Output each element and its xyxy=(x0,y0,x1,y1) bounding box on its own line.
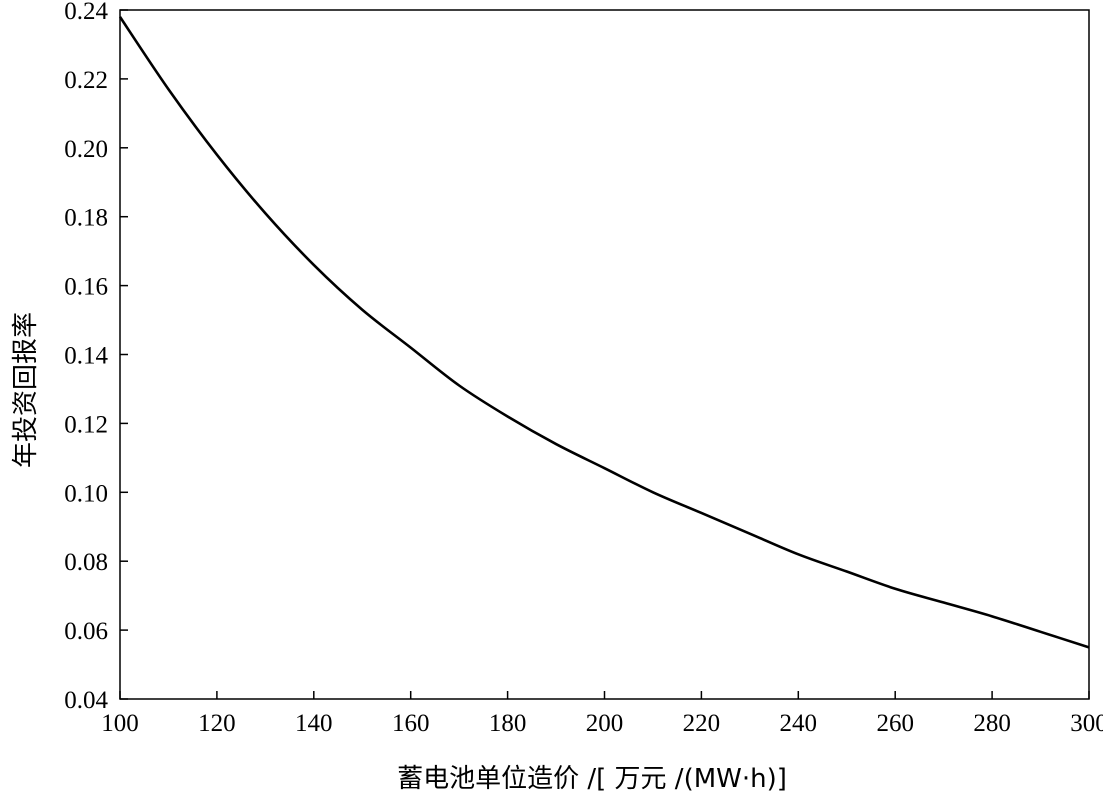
x-tick-label: 220 xyxy=(683,710,721,737)
x-tick-label: 260 xyxy=(876,710,914,737)
y-tick-label: 0.12 xyxy=(64,411,108,438)
plot-frame xyxy=(119,9,1090,700)
x-axis: 100 120 140 160 180 200 220 240 260 280 300 xyxy=(101,691,1103,737)
x-axis-title: 蓄电池单位造价 /[ 万元 /(MW·h)] xyxy=(397,764,787,794)
x-tick-label: 300 xyxy=(1070,710,1103,737)
y-tick-label: 0.24 xyxy=(64,0,108,25)
x-tick-label: 160 xyxy=(392,710,430,737)
x-tick-label: 200 xyxy=(586,710,624,737)
x-tick-label: 280 xyxy=(973,710,1011,737)
y-tick-label: 0.04 xyxy=(64,687,108,714)
x-tick-label: 240 xyxy=(780,710,818,737)
x-tick-label: 140 xyxy=(295,710,333,737)
series-line xyxy=(118,16,1090,649)
y-tick-label: 0.14 xyxy=(64,343,108,370)
y-tick-label: 0.06 xyxy=(64,618,108,645)
x-tick-label: 180 xyxy=(489,710,527,737)
x-tick-label: 100 xyxy=(101,710,139,737)
y-tick-label: 0.20 xyxy=(64,136,108,163)
y-tick-label: 0.08 xyxy=(64,549,108,576)
y-axis: 0.04 0.06 0.08 0.10 0.12 0.14 0.16 0.18 0.20 0.22… xyxy=(64,0,128,714)
y-tick-label: 0.10 xyxy=(64,480,108,507)
x-tick-label: 120 xyxy=(198,710,236,737)
y-tick-label: 0.18 xyxy=(64,205,108,232)
y-tick-label: 0.16 xyxy=(64,274,108,301)
y-tick-label: 0.22 xyxy=(64,67,108,94)
y-axis-title: 年投资回报率 xyxy=(11,312,41,468)
